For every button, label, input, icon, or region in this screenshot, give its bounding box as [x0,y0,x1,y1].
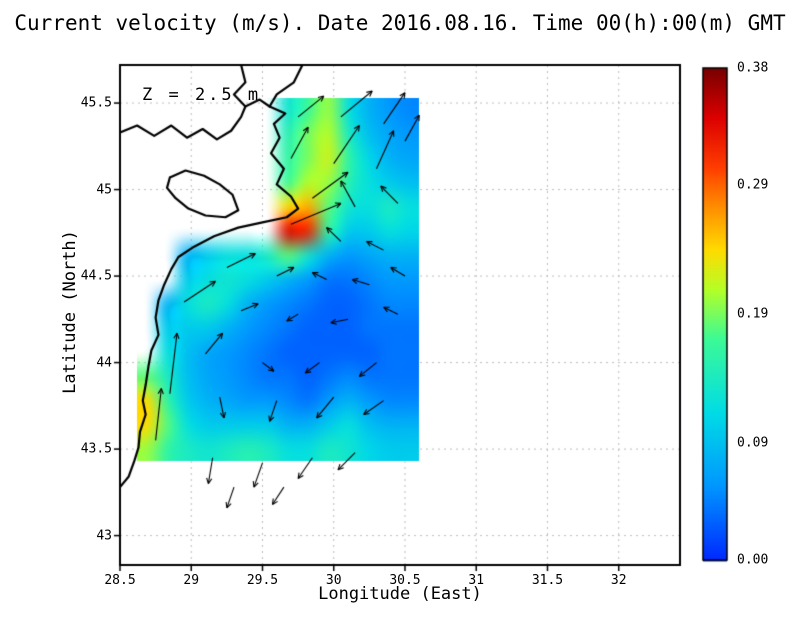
colorbar-tick-label: 0.19 [737,306,769,322]
x-tick-label: 29.5 [246,573,279,588]
colorbar-tick-label: 0.00 [737,552,769,568]
x-tick-label: 28.5 [104,573,136,588]
x-tick-label: 29 [183,573,200,588]
colorbar-tick-label: 0.09 [737,435,769,451]
x-tick-label: 31.5 [531,573,564,588]
x-axis-label: Longitude (East) [318,584,482,604]
y-tick-label: 44 [96,355,112,371]
x-tick-label: 30.5 [389,573,421,588]
x-tick-label: 32 [610,573,627,588]
plot-title: Current velocity (m/s). Date 2016.08.16.… [14,11,786,35]
colorbar-tick-label: 0.29 [737,177,769,193]
colorbar-tick-label: 0.38 [737,60,769,76]
y-tick-label: 45.5 [80,95,112,111]
y-tick-label: 43.5 [80,441,112,457]
y-axis-label: Latitude (North) [60,230,80,394]
y-tick-label: 44.5 [80,268,112,284]
x-tick-label: 31 [468,573,485,588]
x-tick-label: 30 [325,573,342,588]
depth-annotation: Z = 2.5 m [142,85,262,105]
y-tick-label: 43 [96,528,112,544]
y-tick-label: 45 [96,182,112,198]
